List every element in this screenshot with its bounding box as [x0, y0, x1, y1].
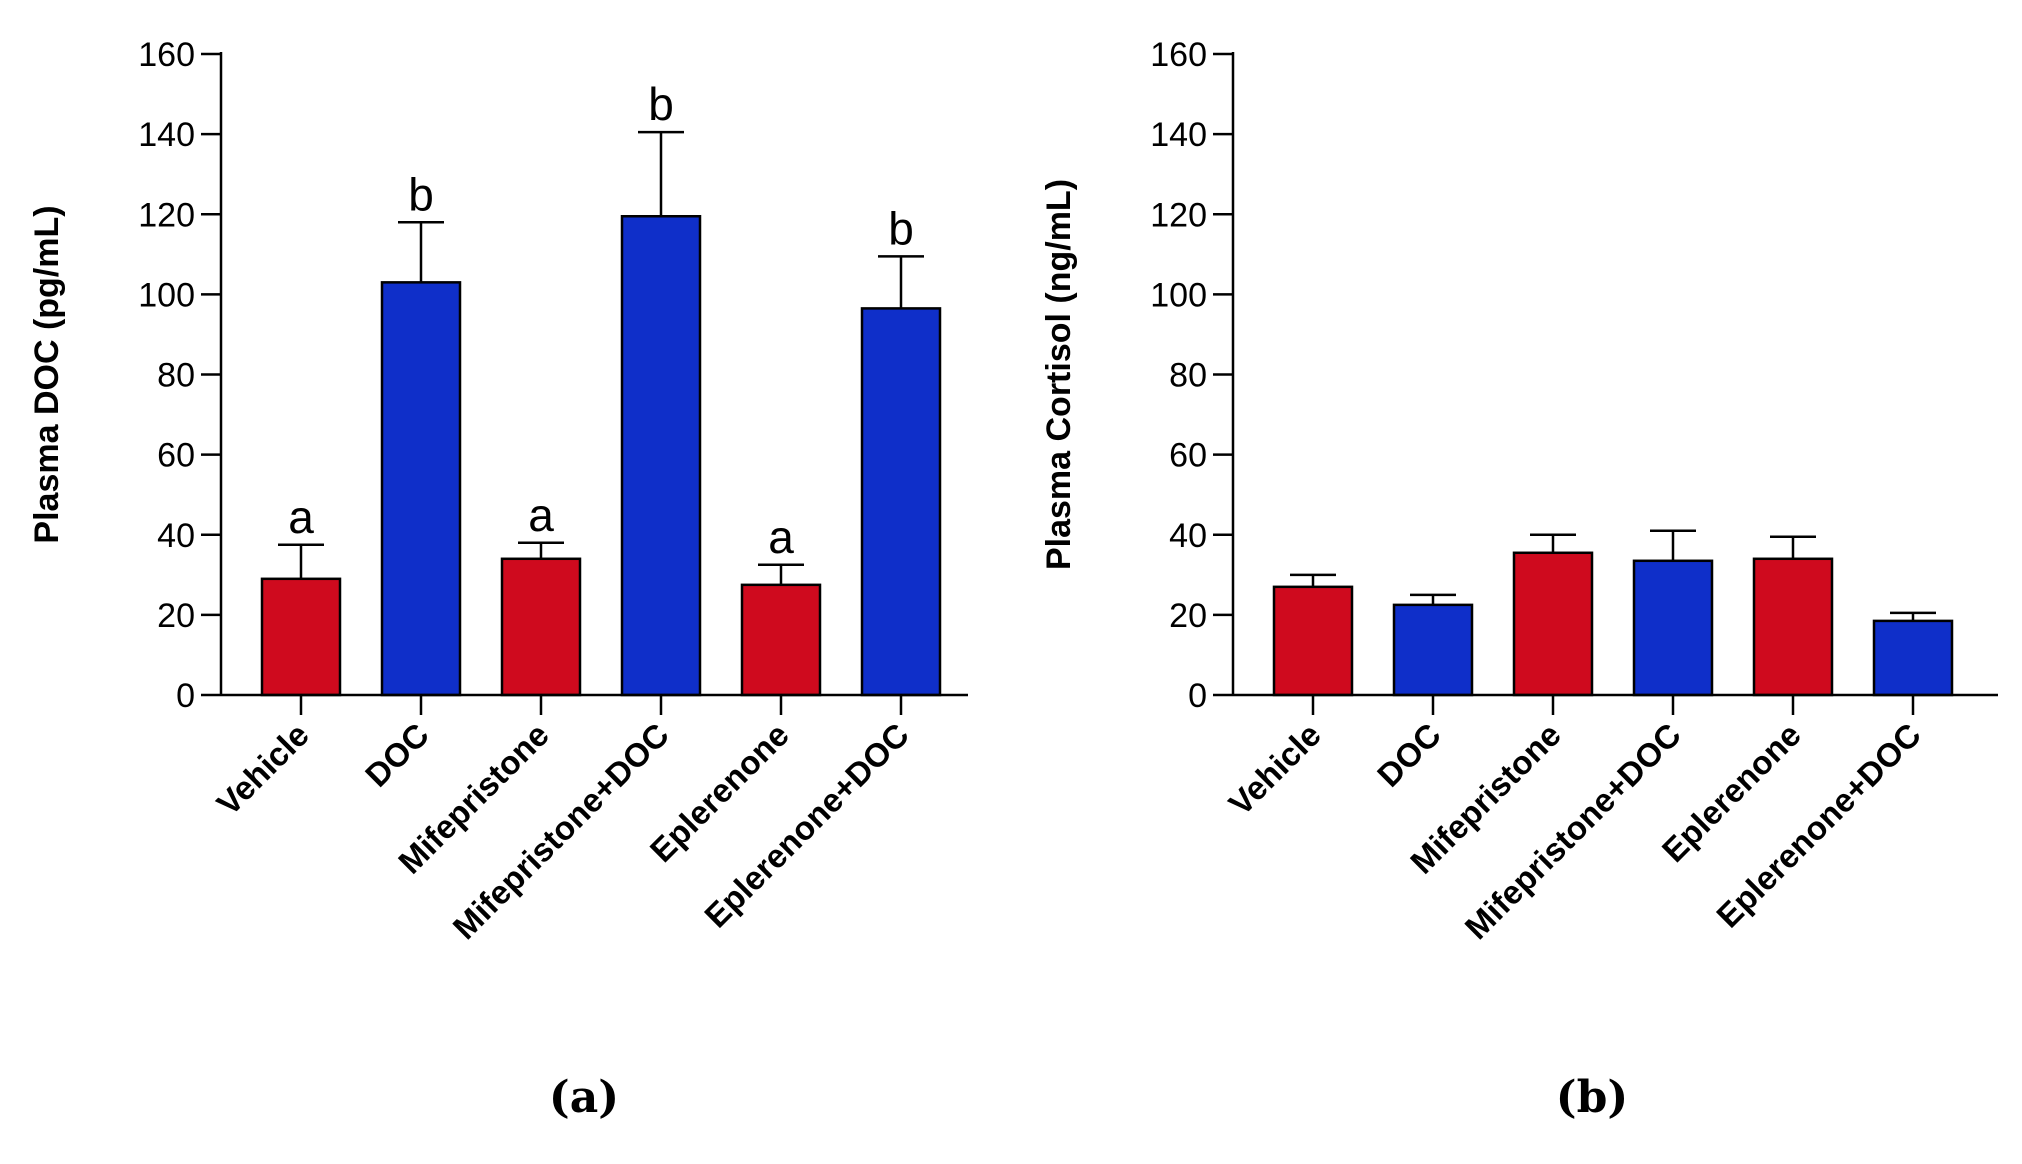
x-tick-label: Eplerenone+DOC	[1709, 716, 1928, 935]
panel-label: (b)	[1556, 1072, 1628, 1123]
y-tick-label: 140	[138, 116, 195, 154]
y-tick-label: 20	[157, 597, 195, 635]
y-tick-label: 60	[1169, 437, 1207, 475]
bar-eplerenone-plus-doc	[1872, 619, 1954, 697]
y-axis-title: Plasma Cortisol (ng/mL)	[1040, 179, 1078, 570]
y-tick-label: 40	[157, 517, 195, 555]
x-tick-label: Eplerenone+DOC	[697, 716, 916, 935]
x-tick-label: Mifepristone+DOC	[1458, 716, 1688, 946]
panel-a-plasma-doc-chart: aVehiclebDOCaMifepristonebMifepristone+D…	[28, 36, 968, 1123]
y-tick-label: 20	[1169, 597, 1207, 635]
bar-doc	[380, 281, 462, 697]
bar-mifepristone-plus-doc	[1632, 559, 1714, 697]
significance-label: b	[408, 168, 434, 220]
bar-eplerenone-plus-doc	[860, 307, 942, 697]
significance-label: b	[888, 202, 914, 254]
bar-eplerenone	[740, 583, 822, 697]
bar-eplerenone	[1752, 557, 1834, 697]
x-tick-label: Vehicle	[1221, 716, 1328, 823]
y-tick-label: 100	[1150, 276, 1207, 314]
bar-doc	[1392, 603, 1474, 697]
bar-mifepristone-plus-doc	[620, 215, 702, 697]
x-tick-label: Vehicle	[209, 716, 316, 823]
y-axis-title: Plasma DOC (pg/mL)	[28, 205, 66, 543]
panel-b-plasma-cortisol-chart: Vehicle DOCMifepristoneMifepristone+DOCEp…	[1040, 36, 1998, 1123]
x-tick-label: DOC	[358, 716, 436, 794]
y-tick-label: 120	[138, 196, 195, 234]
y-tick-label: 40	[1169, 517, 1207, 555]
y-tick-label: 120	[1150, 196, 1207, 234]
bar-vehicle	[260, 577, 342, 697]
y-tick-label: 160	[1150, 36, 1207, 74]
bar-vehicle	[1272, 585, 1354, 697]
y-tick-label: 160	[138, 36, 195, 74]
significance-label: a	[528, 489, 554, 541]
x-tick-label: DOC	[1370, 716, 1448, 794]
y-tick-label: 80	[157, 357, 195, 395]
significance-label: a	[768, 511, 794, 563]
significance-label: b	[648, 78, 674, 130]
bar-mifepristone	[1512, 551, 1594, 697]
panel-label: (a)	[549, 1072, 619, 1123]
x-tick-label: Mifepristone+DOC	[446, 716, 676, 946]
y-tick-label: 0	[1188, 677, 1207, 715]
bar-mifepristone	[500, 557, 582, 697]
y-tick-label: 0	[176, 677, 195, 715]
y-tick-label: 80	[1169, 357, 1207, 395]
y-tick-label: 100	[138, 276, 195, 314]
y-tick-label: 140	[1150, 116, 1207, 154]
y-tick-label: 60	[157, 437, 195, 475]
significance-label: a	[288, 491, 314, 543]
